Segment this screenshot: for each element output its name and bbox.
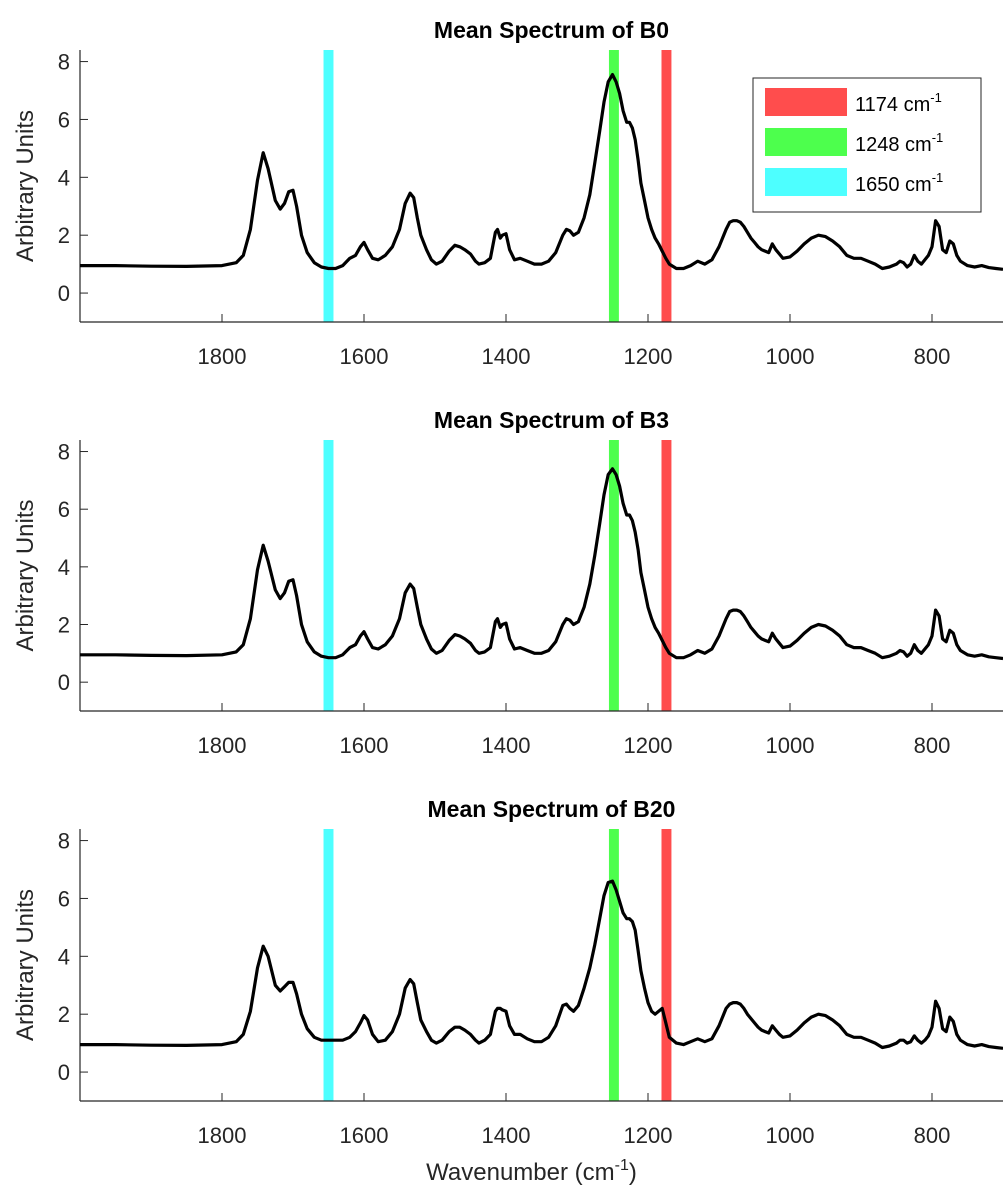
chart-title: Mean Spectrum of B3 [434, 407, 669, 433]
x-tick-label: 1000 [766, 344, 815, 369]
y-tick-label: 4 [58, 165, 70, 190]
y-tick-label: 2 [58, 223, 70, 248]
legend-label: 1650 cm [855, 174, 932, 196]
legend-label-superscript: -1 [932, 130, 944, 145]
y-tick-label: 8 [58, 440, 70, 465]
band-1174 [661, 440, 672, 711]
x-tick-label: 1600 [340, 733, 389, 758]
x-tick-label: 1400 [482, 733, 531, 758]
x-tick-label: 1200 [624, 1123, 673, 1148]
spectrum-line [80, 879, 1003, 1050]
x-tick-label: 1000 [766, 733, 815, 758]
x-tick-label: 1400 [482, 1123, 531, 1148]
x-tick-label: 1400 [482, 344, 531, 369]
y-tick-label: 6 [58, 107, 70, 132]
y-tick-label: 6 [58, 886, 70, 911]
spectrum-line [80, 467, 1003, 661]
y-tick-label: 2 [58, 1002, 70, 1027]
legend-entry: 1174 cm-1 [855, 90, 942, 116]
legend-label-superscript: -1 [932, 170, 944, 185]
band-1248 [608, 50, 619, 322]
y-axis-label: Arbitrary Units [12, 110, 39, 262]
chart-panel-0: 0 2 4 6 8 1800 1600 1400 1200 1000 800 Mean Spectru… [12, 17, 1003, 369]
x-tick-label: 1800 [198, 344, 247, 369]
band-1248 [608, 829, 619, 1101]
y-tick-label: 8 [58, 829, 70, 854]
x-tick-label: 800 [914, 344, 951, 369]
x-tick-label: 1800 [198, 733, 247, 758]
chart-panel-2: 0 2 4 6 8 1800 1600 1400 1200 1000 800 Mean Spectru… [12, 796, 1003, 1186]
y-tick-label: 6 [58, 497, 70, 522]
y-axis-label: Arbitrary Units [12, 889, 39, 1041]
y-tick-label: 0 [58, 1060, 70, 1085]
x-axis-label-main: Wavenumber (cm [426, 1159, 614, 1186]
x-axis-label-superscript: -1 [615, 1157, 629, 1174]
legend-entry: 1248 cm-1 [855, 130, 943, 156]
y-tick-label: 0 [58, 670, 70, 695]
spectrum-line [80, 73, 1003, 271]
band-1248 [608, 440, 619, 711]
band-1174 [661, 50, 672, 322]
legend-label: 1248 cm [855, 134, 932, 156]
band-1650 [323, 50, 334, 322]
y-tick-label: 8 [58, 50, 70, 75]
x-tick-label: 1000 [766, 1123, 815, 1148]
band-1650 [323, 440, 334, 711]
x-tick-label: 1800 [198, 1123, 247, 1148]
y-tick-label: 4 [58, 555, 70, 580]
chart-title: Mean Spectrum of B0 [434, 17, 669, 43]
legend-label: 1174 cm [855, 94, 930, 116]
x-tick-label: 800 [914, 1123, 951, 1148]
y-tick-label: 4 [58, 944, 70, 969]
x-tick-label: 1600 [340, 1123, 389, 1148]
x-tick-label: 1200 [624, 344, 673, 369]
y-tick-label: 0 [58, 281, 70, 306]
chart-panel-1: 0 2 4 6 8 1800 1600 1400 1200 1000 800 Mean Spectru… [12, 407, 1003, 758]
legend-swatch [765, 168, 847, 196]
legend-swatch [765, 88, 847, 116]
band-1174 [661, 829, 672, 1101]
x-axis-label: Wavenumber (cm-1) [426, 1157, 637, 1186]
legend-swatch [765, 128, 847, 156]
x-axis-label-end: ) [629, 1159, 637, 1186]
chart-title: Mean Spectrum of B20 [428, 796, 676, 822]
x-tick-label: 1600 [340, 344, 389, 369]
x-tick-label: 800 [914, 733, 951, 758]
legend-label-superscript: -1 [930, 90, 942, 105]
y-tick-label: 2 [58, 613, 70, 638]
x-tick-label: 1200 [624, 733, 673, 758]
legend-entry: 1650 cm-1 [855, 170, 943, 196]
band-1650 [323, 829, 334, 1101]
y-axis-label: Arbitrary Units [12, 499, 39, 651]
